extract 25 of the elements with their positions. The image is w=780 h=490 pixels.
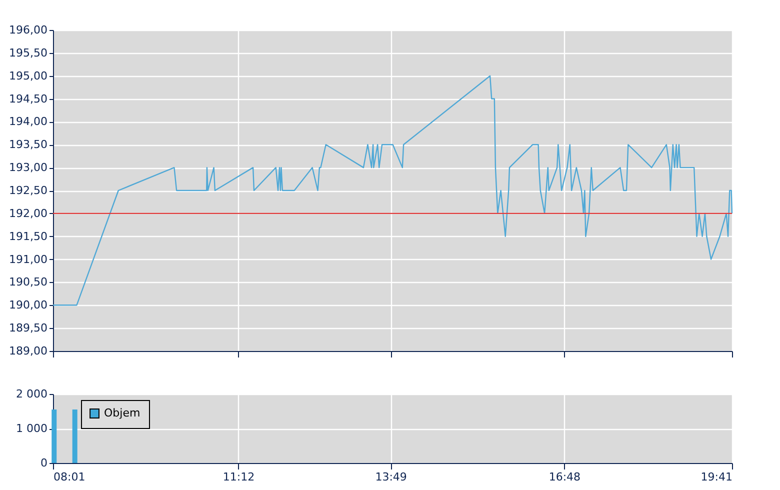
y-tick-label: 0: [40, 456, 48, 470]
x-tick-label: 11:12: [222, 470, 255, 484]
legend-label: Objem: [104, 406, 140, 420]
x-tick-label: 13:49: [375, 470, 407, 484]
y-tick-label: 193,50: [9, 138, 48, 152]
y-tick-label: 194,50: [9, 92, 48, 106]
y-tick-label: 189,00: [9, 344, 48, 358]
y-tick-label: 192,50: [9, 184, 48, 197]
y-tick-label: 2 000: [16, 388, 48, 400]
y-tick-label: 195,00: [9, 69, 48, 82]
y-tick-label: 191,00: [9, 252, 48, 266]
line-series: [52, 75, 733, 306]
y-tick-label: 193,00: [9, 161, 48, 174]
x-tick-label: 16:48: [548, 470, 581, 484]
x-tick-label: 19:41: [700, 470, 732, 484]
y-tick-label: 196,00: [9, 24, 48, 36]
y-tick-label: 189,50: [9, 322, 48, 335]
y-tick-label: 190,50: [9, 276, 48, 289]
y-tick-label: 191,50: [9, 230, 48, 243]
y-tick-label: 195,50: [9, 46, 48, 60]
y-tick-label: 192,00: [9, 206, 48, 220]
y-tick-label: 190,00: [9, 298, 48, 312]
y-tick-label: 194,00: [9, 115, 48, 128]
x-tick-label: 08:01: [54, 470, 86, 484]
y-tick-label: 1 000: [16, 422, 48, 435]
